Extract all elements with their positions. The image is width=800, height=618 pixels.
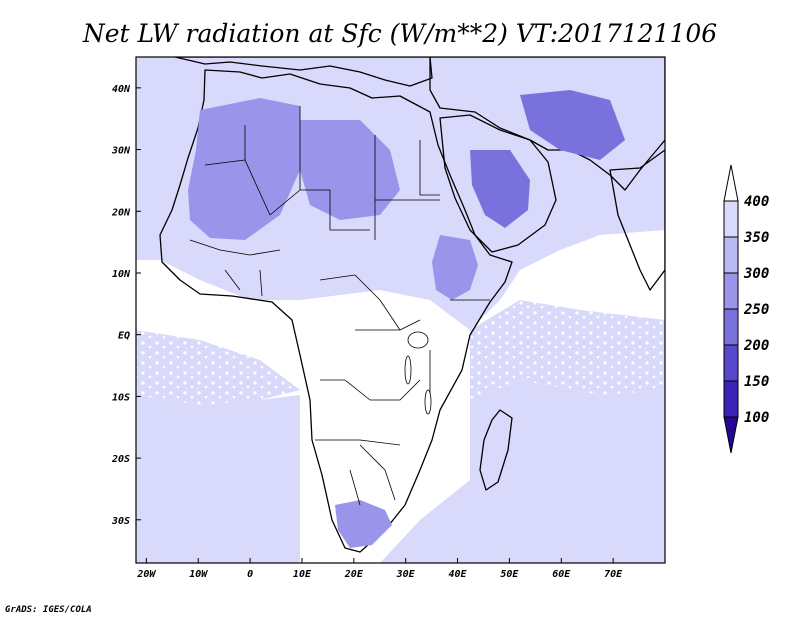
arabia-land — [439, 114, 557, 253]
colorbar-swatch — [723, 344, 739, 382]
x-tick-label: 50E — [500, 569, 519, 580]
colorbar-label: 350 — [743, 230, 769, 246]
lake-malawi — [424, 389, 432, 415]
colorbar-label: 300 — [743, 266, 769, 282]
colorbar-label: 100 — [744, 410, 769, 426]
x-tick-label: 0 — [247, 569, 253, 580]
y-tick-label: 30N — [111, 146, 131, 157]
page-title: Net LW radiation at Sfc (W/m**2) VT:2017… — [82, 19, 717, 48]
y-tick-label: 10N — [112, 269, 131, 280]
iran-core-dark — [520, 90, 625, 160]
colorbar-swatch — [723, 272, 739, 310]
x-tick-label: 20W — [136, 569, 156, 580]
colorbar-top-arrow — [723, 164, 739, 202]
colorbar: 400 350 300 250 200 150 100 — [723, 164, 769, 454]
y-tick-label: 20S — [111, 454, 130, 465]
x-tick-label: 20E — [344, 569, 364, 580]
plot-frame — [135, 56, 666, 564]
border-lines — [189, 106, 490, 506]
x-tick-label: 60E — [552, 569, 571, 580]
africa-land — [159, 69, 513, 553]
madagascar-land — [479, 409, 513, 491]
y-tick-label: EQ — [118, 331, 130, 342]
x-tick-label: 70E — [604, 569, 623, 580]
x-tick-label: 10E — [293, 569, 312, 580]
india-land — [609, 149, 665, 291]
cloud-speckle-zone-east — [470, 300, 665, 400]
colorbar-bottom-arrow — [723, 416, 739, 454]
colorbar-label: 150 — [744, 374, 769, 390]
cloud-band-south — [136, 395, 300, 563]
colorbar-swatch — [723, 380, 739, 418]
cloud-band-southeast — [380, 380, 665, 563]
cloud-speckle-zone — [136, 330, 300, 405]
plot-area — [136, 57, 665, 563]
colorbar-swatch — [723, 200, 739, 238]
lake-victoria — [407, 331, 429, 349]
y-axis: 40N 30N 20N 10N EQ 10S 20S 30S — [111, 84, 141, 527]
ethiopia-dark — [432, 235, 478, 300]
x-tick-label: 10W — [189, 569, 208, 580]
y-tick-label: 30S — [111, 516, 130, 527]
colorbar-label: 250 — [743, 302, 769, 318]
y-tick-label: 40N — [112, 84, 131, 95]
south-africa-dark — [335, 500, 392, 548]
colorbar-swatch — [723, 308, 739, 346]
sahara-west-dark — [188, 98, 300, 240]
x-tick-label: 40E — [449, 569, 468, 580]
colorbar-swatch — [723, 236, 739, 274]
x-tick-label: 30E — [396, 569, 416, 580]
colorbar-label: 400 — [744, 194, 769, 210]
grads-credit: GrADS: IGES/COLA — [5, 605, 92, 615]
y-tick-label: 10S — [112, 392, 130, 403]
arabia-core-dark — [470, 150, 530, 228]
lake-tanganyika — [404, 355, 412, 385]
x-axis: 20W 10W 0 10E 20E 30E 40E 50E 60E 70E — [136, 558, 623, 580]
colorbar-label: 200 — [743, 338, 769, 354]
europe-land — [174, 57, 433, 87]
y-tick-label: 20N — [111, 207, 131, 218]
